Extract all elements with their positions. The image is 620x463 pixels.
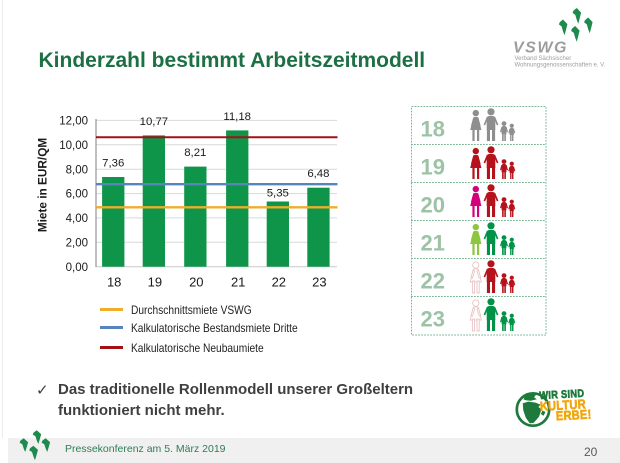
- svg-text:Wohnungsgenossenschaften e. V.: Wohnungsgenossenschaften e. V.: [515, 63, 606, 69]
- svg-text:Miete in EUR/QM: Miete in EUR/QM: [35, 138, 49, 233]
- svg-text:7,36: 7,36: [102, 157, 124, 169]
- svg-text:20: 20: [421, 193, 445, 218]
- svg-text:0,00: 0,00: [66, 262, 88, 274]
- svg-text:10,00: 10,00: [59, 140, 88, 152]
- svg-text:KULTUR: KULTUR: [539, 397, 586, 414]
- svg-text:VSWG: VSWG: [513, 40, 568, 57]
- svg-text:4,00: 4,00: [66, 213, 88, 225]
- svg-text:18: 18: [107, 274, 121, 289]
- svg-text:2,00: 2,00: [66, 237, 88, 249]
- svg-text:12,00: 12,00: [59, 116, 88, 128]
- svg-text:6,48: 6,48: [307, 168, 329, 180]
- svg-text:5,35: 5,35: [267, 188, 289, 200]
- svg-text:11,18: 11,18: [223, 111, 251, 123]
- svg-text:8,21: 8,21: [184, 147, 206, 159]
- svg-text:Verband Sächsischer: Verband Sächsischer: [515, 56, 572, 62]
- svg-text:8,00: 8,00: [66, 164, 88, 176]
- svg-text:23: 23: [421, 307, 445, 332]
- svg-text:21: 21: [231, 274, 245, 289]
- svg-text:WIR SIND: WIR SIND: [539, 388, 585, 402]
- svg-text:19: 19: [148, 274, 162, 289]
- svg-text:6,00: 6,00: [66, 189, 88, 201]
- svg-text:22: 22: [421, 269, 445, 294]
- svg-text:ERBE!: ERBE!: [555, 407, 591, 424]
- svg-text:23: 23: [312, 274, 326, 289]
- svg-text:19: 19: [421, 155, 445, 180]
- svg-text:21: 21: [421, 231, 445, 256]
- svg-text:22: 22: [272, 274, 286, 289]
- svg-text:10,77: 10,77: [140, 116, 169, 128]
- svg-text:18: 18: [421, 117, 445, 142]
- svg-text:20: 20: [189, 274, 203, 289]
